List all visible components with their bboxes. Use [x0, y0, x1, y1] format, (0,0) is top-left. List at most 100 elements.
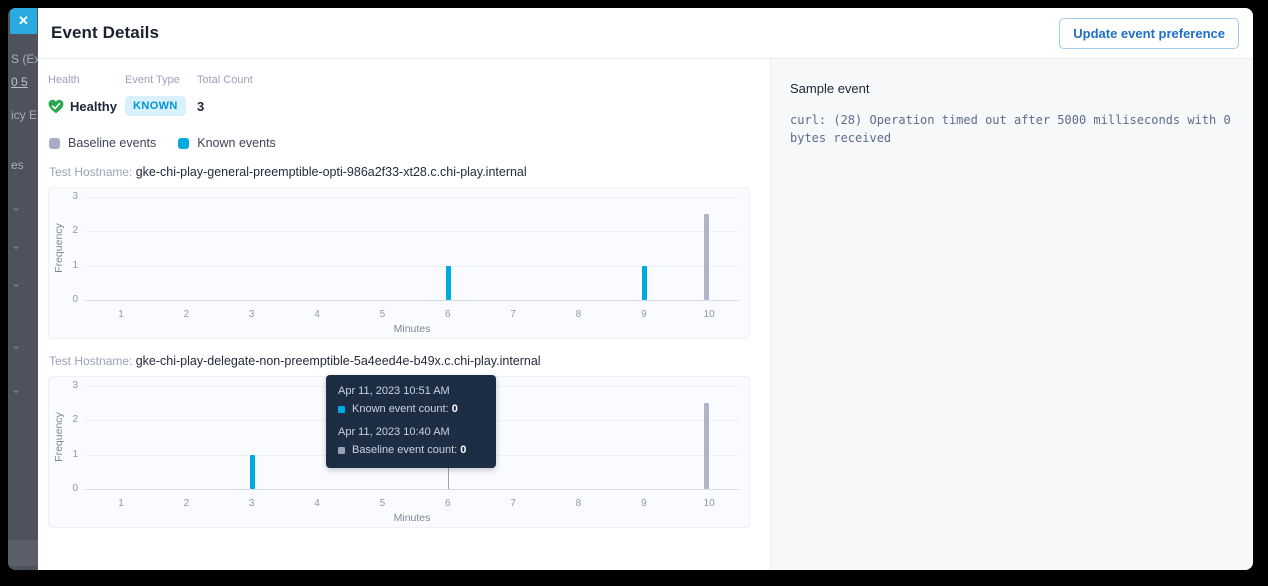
sample-event-text: curl: (28) Operation timed out after 500… [790, 113, 1238, 145]
x-tick-label: 3 [248, 309, 255, 320]
known-legend-swatch [178, 137, 190, 149]
x-tick-label: 4 [314, 309, 320, 320]
close-button[interactable]: ✕ [10, 8, 37, 34]
x-tick-label: 5 [379, 498, 386, 509]
stat-total-count: Total Count 3 [197, 74, 253, 117]
sample-event-title: Sample event [790, 81, 870, 96]
x-tick-label: 7 [510, 498, 516, 509]
y-tick-label: 1 [72, 259, 78, 271]
tooltip-series-swatch [338, 405, 345, 413]
x-tick-label: 4 [314, 498, 320, 509]
drawer-header: Event Details Update event preference [38, 8, 1253, 59]
x-tick-label: 2 [183, 498, 190, 509]
bar-known-events [249, 454, 255, 489]
tooltip-series-row: Known event count: 0 [338, 403, 484, 415]
close-icon: ✕ [18, 13, 29, 28]
x-tick-label: 7 [510, 309, 516, 320]
stats-row: Health Healthy Event Typ [48, 74, 750, 117]
event-details-drawer: Event Details Update event preference He… [38, 8, 1253, 570]
x-tick-label: 8 [575, 309, 582, 320]
tooltip-series-label: Baseline event count: 0 [352, 444, 467, 456]
x-axis-title: Minutes [393, 512, 431, 524]
gridline [85, 265, 739, 267]
health-value: Healthy [70, 98, 117, 114]
x-tick-label: 6 [444, 309, 451, 320]
dimmed-background-page: S (Ex 0 5 icy E es ⌄ ⌄ ⌄ ⌄ ⌄ [8, 8, 41, 570]
hostname-row-1: Test Hostname: gke-chi-play-general-pree… [49, 165, 750, 179]
y-tick-label: 2 [72, 225, 78, 236]
background-text-fragment: 0 5 [11, 75, 28, 89]
legend-item-baseline: Baseline events [49, 136, 156, 150]
event-details-content: Health Healthy Event Typ [38, 59, 770, 570]
background-text-fragment: ⌄ [11, 276, 22, 290]
chart-tooltip: Apr 11, 2023 10:51 AM Known event count: … [326, 375, 496, 468]
y-axis-title: Frequency [53, 412, 65, 462]
y-tick-label: 3 [72, 379, 78, 391]
health-label: Health [48, 74, 80, 86]
tooltip-timestamp: Apr 11, 2023 10:51 AM [338, 385, 450, 397]
x-tick-label: 8 [575, 498, 582, 509]
hover-crosshair [447, 447, 449, 489]
x-tick-label: 1 [118, 498, 124, 509]
stat-health: Health Healthy [48, 74, 125, 117]
y-axis-title: Frequency [53, 223, 65, 273]
x-tick-label: 10 [703, 309, 715, 320]
y-tick-label: 0 [72, 483, 78, 494]
x-tick-label: 3 [248, 498, 255, 509]
x-tick-label: 9 [641, 309, 647, 320]
event-type-label: Event Type [125, 74, 180, 86]
update-event-preference-button[interactable]: Update event preference [1059, 17, 1239, 49]
tooltip-series-label: Known event count: 0 [352, 403, 458, 415]
background-text-fragment: ⌄ [11, 200, 22, 214]
tooltip-series-row: Baseline event count: 0 [338, 444, 484, 456]
gridline [85, 196, 739, 198]
total-count-label: Total Count [197, 74, 253, 86]
known-legend-label: Known events [197, 136, 276, 150]
x-tick-label: 2 [183, 309, 190, 320]
app-window: S (Ex 0 5 icy E es ⌄ ⌄ ⌄ ⌄ ⌄ ✕ Event Details Upd… [8, 8, 1253, 570]
background-text-fragment: S (Ex [11, 52, 41, 66]
bar-known-events [445, 265, 451, 300]
event-type-badge: KNOWN [125, 96, 186, 116]
y-tick-label: 1 [72, 448, 78, 460]
hostname-value: gke-chi-play-delegate-non-preemptible-5a… [135, 354, 541, 368]
hostname-label: Test Hostname: [49, 354, 133, 368]
legend-item-known: Known events [178, 136, 276, 150]
hostname-value: gke-chi-play-general-preemptible-opti-98… [135, 165, 527, 179]
page-title: Event Details [51, 23, 160, 42]
gridline [85, 231, 739, 232]
x-axis-line [85, 489, 739, 490]
x-tick-label: 6 [444, 498, 451, 509]
background-footer-fragment [8, 540, 38, 566]
background-text-fragment: ⌄ [11, 382, 22, 396]
background-text-fragment: es [11, 158, 24, 172]
x-axis-title: Minutes [393, 323, 431, 335]
x-tick-label: 1 [118, 309, 124, 320]
tooltip-series-swatch [338, 446, 345, 454]
y-tick-label: 3 [72, 190, 78, 202]
frequency-chart-1[interactable]: 0 1 2 3 1 2 3 4 5 6 7 8 9 10 Minutes Frequency [48, 187, 750, 339]
baseline-legend-swatch [49, 137, 60, 149]
stat-event-type: Event Type KNOWN [125, 74, 197, 117]
sample-event-panel: Sample event curl: (28) Operation timed … [770, 59, 1253, 570]
tooltip-timestamp: Apr 11, 2023 10:40 AM [338, 426, 450, 438]
hostname-label: Test Hostname: [49, 165, 133, 179]
chart-legend: Baseline events Known events [49, 136, 750, 150]
frequency-chart-2[interactable]: 0 1 2 3 1 2 3 4 5 6 7 8 9 10 Minutes Frequency Apr 11, 2… [48, 375, 750, 528]
x-tick-label: 5 [379, 309, 386, 320]
y-tick-label: 0 [72, 294, 78, 305]
healthy-heart-icon [48, 99, 64, 114]
background-text-fragment: icy E [11, 108, 38, 122]
y-tick-label: 2 [72, 414, 78, 425]
bar-baseline-events [703, 213, 709, 300]
baseline-legend-label: Baseline events [68, 136, 157, 150]
bar-baseline-events [703, 402, 709, 489]
bar-known-events [641, 265, 647, 300]
x-axis-line [85, 300, 739, 301]
background-text-fragment: ⌄ [11, 338, 22, 352]
hostname-row-2: Test Hostname: gke-chi-play-delegate-non… [49, 354, 750, 368]
total-count-value: 3 [197, 98, 205, 114]
x-tick-label: 9 [641, 498, 647, 509]
background-text-fragment: ⌄ [11, 238, 22, 252]
x-tick-label: 10 [703, 498, 715, 509]
